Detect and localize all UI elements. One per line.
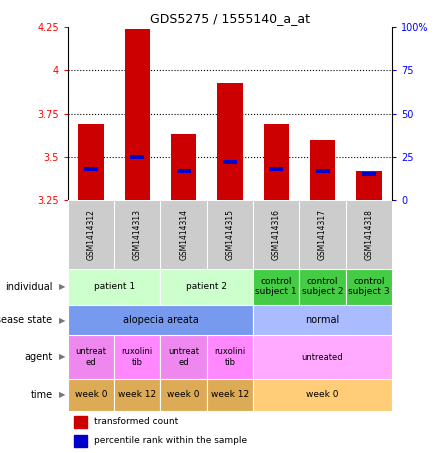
Bar xyxy=(356,171,381,200)
Text: ruxolini
tib: ruxolini tib xyxy=(122,347,153,367)
Text: time: time xyxy=(30,390,53,400)
Text: ▶: ▶ xyxy=(60,316,66,324)
Bar xyxy=(74,416,87,428)
Bar xyxy=(68,379,114,411)
Text: week 0: week 0 xyxy=(75,390,107,400)
Bar xyxy=(114,379,160,411)
Bar xyxy=(84,167,98,171)
Bar xyxy=(68,305,253,335)
Bar xyxy=(160,379,207,411)
Text: alopecia areata: alopecia areata xyxy=(123,315,198,325)
Bar xyxy=(68,200,114,269)
Bar xyxy=(269,167,283,171)
Text: control
subject 3: control subject 3 xyxy=(348,277,390,296)
Text: ▶: ▶ xyxy=(60,282,66,291)
Text: transformed count: transformed count xyxy=(94,417,178,426)
Bar xyxy=(171,135,196,200)
Bar xyxy=(114,335,160,379)
Text: normal: normal xyxy=(305,315,340,325)
Text: week 0: week 0 xyxy=(306,390,339,400)
Bar xyxy=(74,435,87,447)
Bar xyxy=(124,29,150,200)
Bar xyxy=(177,169,191,173)
Bar xyxy=(217,82,243,200)
Text: untreat
ed: untreat ed xyxy=(168,347,199,367)
Bar xyxy=(362,172,376,176)
Bar xyxy=(207,200,253,269)
Bar xyxy=(160,335,207,379)
Bar xyxy=(346,200,392,269)
Bar xyxy=(160,200,207,269)
Bar xyxy=(131,155,145,159)
Bar xyxy=(253,335,392,379)
Text: GSM1414316: GSM1414316 xyxy=(272,209,281,260)
Bar xyxy=(300,269,346,305)
Text: percentile rank within the sample: percentile rank within the sample xyxy=(94,436,247,445)
Bar xyxy=(300,200,346,269)
Bar xyxy=(253,200,300,269)
Text: disease state: disease state xyxy=(0,315,53,325)
Text: individual: individual xyxy=(5,282,53,292)
Text: control
subject 1: control subject 1 xyxy=(255,277,297,296)
Bar xyxy=(253,379,392,411)
Text: agent: agent xyxy=(25,352,53,362)
Bar xyxy=(346,269,392,305)
Text: week 12: week 12 xyxy=(211,390,249,400)
Text: ▶: ▶ xyxy=(60,352,66,361)
Bar xyxy=(68,269,160,305)
Bar xyxy=(160,269,253,305)
Text: week 12: week 12 xyxy=(118,390,156,400)
Text: GSM1414312: GSM1414312 xyxy=(87,209,95,260)
Bar xyxy=(207,379,253,411)
Bar xyxy=(253,305,392,335)
Bar xyxy=(207,335,253,379)
Text: control
subject 2: control subject 2 xyxy=(302,277,343,296)
Text: week 0: week 0 xyxy=(167,390,200,400)
Bar xyxy=(264,124,289,200)
Bar xyxy=(253,269,300,305)
Text: patient 1: patient 1 xyxy=(94,282,135,291)
Bar xyxy=(114,200,160,269)
Text: untreat
ed: untreat ed xyxy=(75,347,106,367)
Text: GSM1414318: GSM1414318 xyxy=(364,209,373,260)
Bar xyxy=(310,140,335,200)
Text: GSM1414314: GSM1414314 xyxy=(179,209,188,260)
Text: ▶: ▶ xyxy=(60,390,66,400)
Title: GDS5275 / 1555140_a_at: GDS5275 / 1555140_a_at xyxy=(150,12,310,24)
Bar xyxy=(68,335,114,379)
Bar xyxy=(223,160,237,164)
Bar xyxy=(78,124,104,200)
Text: GSM1414313: GSM1414313 xyxy=(133,209,142,260)
Text: GSM1414317: GSM1414317 xyxy=(318,209,327,260)
Text: GSM1414315: GSM1414315 xyxy=(226,209,234,260)
Text: ruxolini
tib: ruxolini tib xyxy=(214,347,246,367)
Text: patient 2: patient 2 xyxy=(186,282,227,291)
Text: untreated: untreated xyxy=(302,352,343,361)
Bar xyxy=(315,169,329,173)
